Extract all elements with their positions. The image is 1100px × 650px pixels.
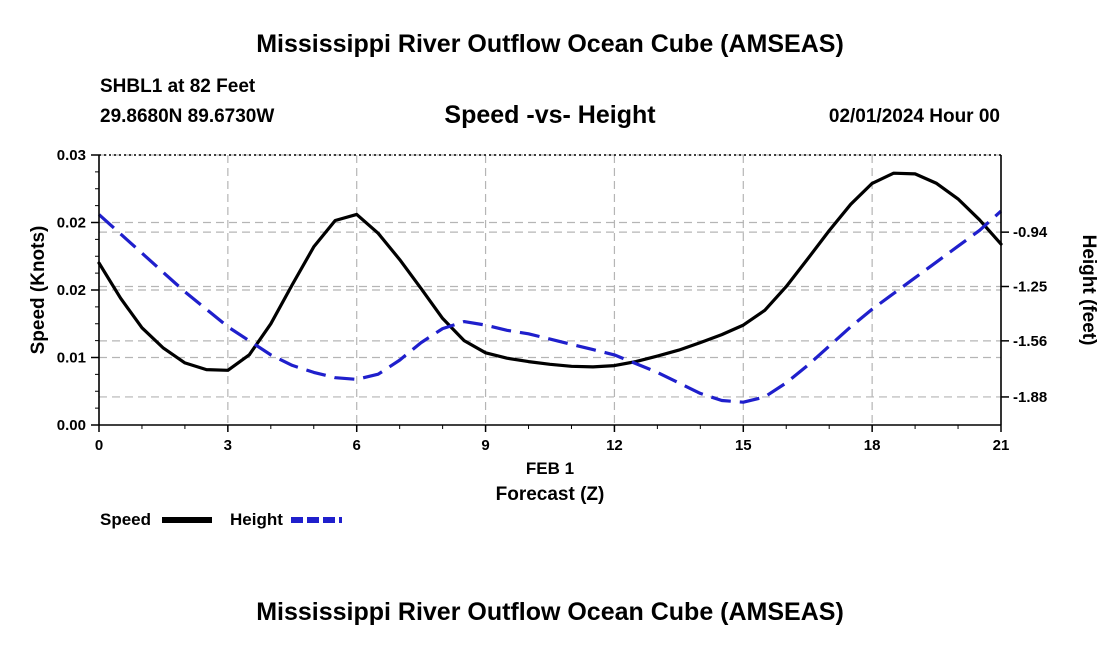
y-axis-right-title: Height (feet) <box>1078 235 1099 346</box>
y-tick-label: 0.01 <box>57 350 86 367</box>
x-tick-label: 6 <box>353 437 361 454</box>
grid <box>99 154 1001 425</box>
x-tick-label: 15 <box>735 437 752 454</box>
y-tick-label: 0.02 <box>57 282 86 299</box>
chart-title: Mississippi River Outflow Ocean Cube (AM… <box>256 30 844 58</box>
legend: Speed Height <box>100 510 342 529</box>
forecast-date: 02/01/2024 Hour 00 <box>828 106 1000 127</box>
station-coordinates: 29.8680N 89.6730W <box>100 106 275 127</box>
y-right-tick-label: -1.56 <box>1013 333 1047 350</box>
chart-subtitle: Speed -vs- Height <box>444 101 656 129</box>
station-name: SHBL1 at 82 Feet <box>100 76 256 97</box>
y-right-tick-label: -0.94 <box>1013 224 1048 241</box>
x-axis-date-label: FEB 1 <box>526 459 574 478</box>
x-tick-label: 21 <box>993 437 1010 454</box>
y-right-tick-label: -1.88 <box>1013 389 1047 406</box>
x-tick-label: 3 <box>224 437 232 454</box>
y-axis-title: Speed (Knots) <box>28 226 49 355</box>
series-line-height <box>97 209 1003 404</box>
y-tick-label: 0.02 <box>57 215 86 232</box>
series-layer <box>97 171 1003 404</box>
series-line-speed <box>97 171 1003 372</box>
x-tick-label: 18 <box>864 437 881 454</box>
footer-title: Mississippi River Outflow Ocean Cube (AM… <box>256 598 844 626</box>
y-tick-label: 0.03 <box>57 147 86 164</box>
legend-height-label: Height <box>230 510 283 529</box>
y-tick-label: 0.00 <box>57 417 86 434</box>
x-axis-title: Forecast (Z) <box>496 484 605 505</box>
legend-speed-label: Speed <box>100 510 151 529</box>
axes: 0 3 6 9 12 15 18 21 0.00 0.01 0.02 0.02 0.03 -0.94 -1.… <box>28 147 1099 505</box>
x-tick-label: 12 <box>606 437 623 454</box>
y-right-tick-label: -1.25 <box>1013 278 1047 295</box>
x-tick-label: 0 <box>95 437 103 454</box>
x-tick-label: 9 <box>481 437 489 454</box>
